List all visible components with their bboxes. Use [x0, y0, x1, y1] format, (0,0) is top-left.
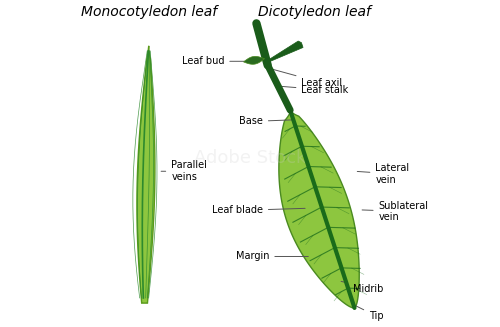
Polygon shape	[279, 110, 359, 308]
Text: Leaf axil: Leaf axil	[272, 69, 342, 88]
Text: Margin: Margin	[236, 251, 308, 262]
Text: Dicotyledon leaf: Dicotyledon leaf	[258, 5, 370, 19]
Polygon shape	[137, 46, 155, 303]
Text: Leaf stalk: Leaf stalk	[280, 85, 348, 95]
Text: Adobe Stock: Adobe Stock	[194, 149, 306, 167]
Text: Parallel
veins: Parallel veins	[161, 161, 207, 182]
Text: Sublateral
vein: Sublateral vein	[362, 201, 428, 222]
Polygon shape	[244, 56, 264, 64]
Text: Lateral
vein: Lateral vein	[358, 163, 410, 185]
Text: Monocotyledon leaf: Monocotyledon leaf	[80, 5, 217, 19]
Text: Base: Base	[239, 116, 292, 127]
Polygon shape	[265, 41, 303, 63]
Text: Midrib: Midrib	[341, 281, 384, 294]
Text: Tip: Tip	[356, 306, 384, 321]
Text: Leaf blade: Leaf blade	[212, 205, 305, 215]
Text: Leaf bud: Leaf bud	[182, 56, 246, 66]
